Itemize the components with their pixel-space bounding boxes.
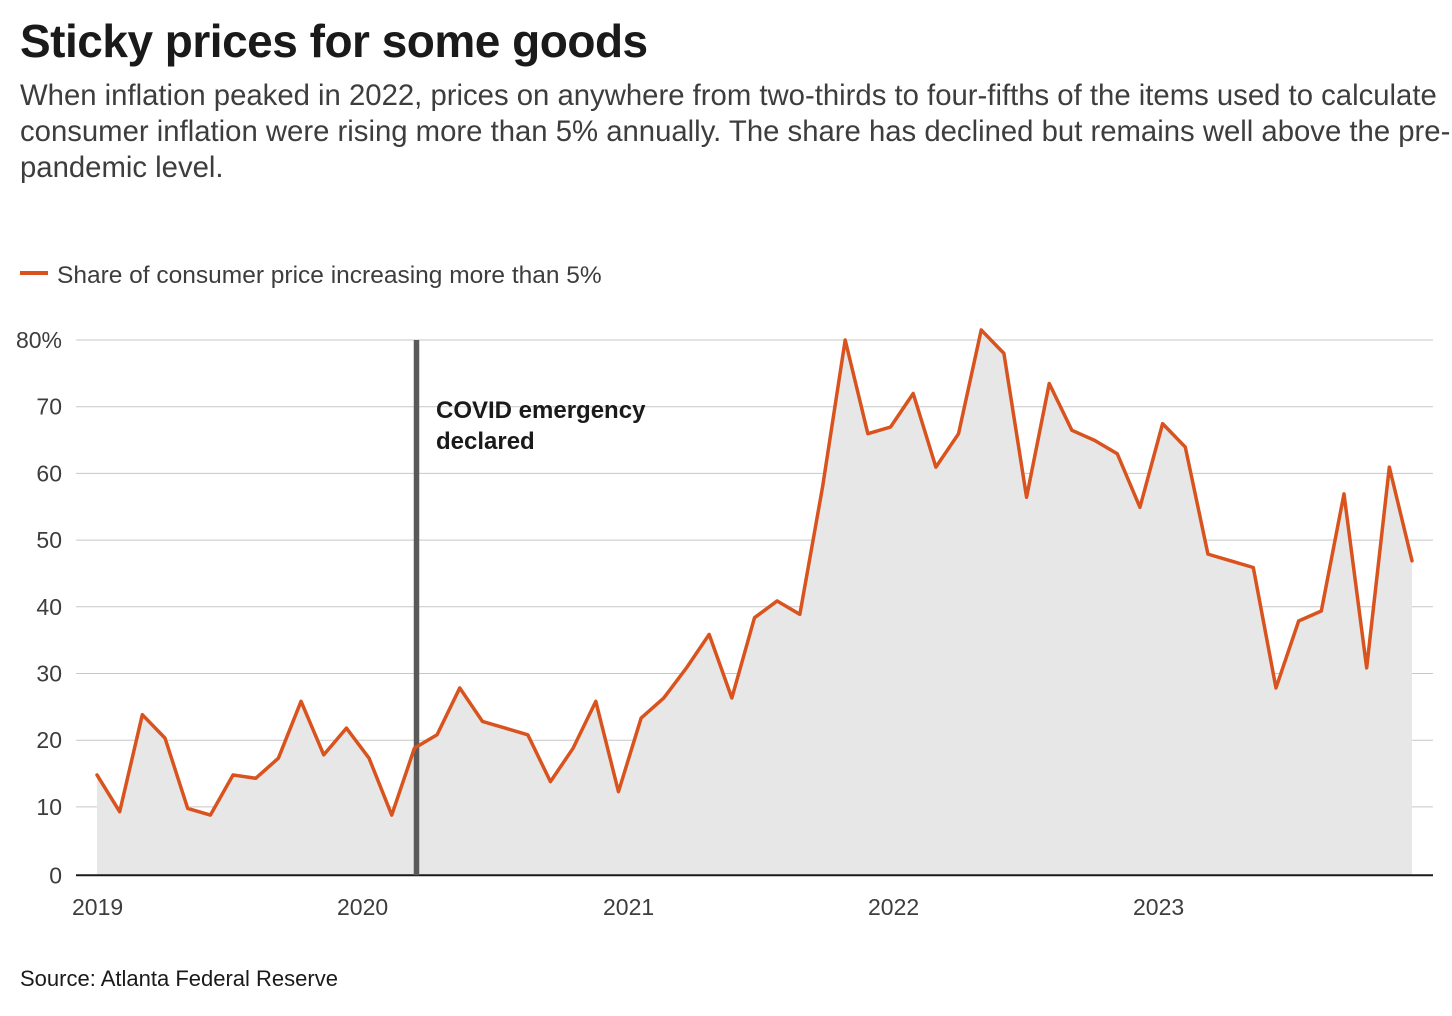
svg-text:20: 20 <box>36 727 62 753</box>
svg-text:2022: 2022 <box>868 894 919 920</box>
svg-text:80%: 80% <box>16 327 62 353</box>
svg-text:COVID emergency: COVID emergency <box>436 397 646 424</box>
svg-text:2019: 2019 <box>72 894 123 920</box>
svg-text:10: 10 <box>36 794 62 820</box>
svg-text:40: 40 <box>36 594 62 620</box>
svg-text:60: 60 <box>36 460 62 486</box>
svg-text:70: 70 <box>36 394 62 420</box>
svg-text:2023: 2023 <box>1133 894 1184 920</box>
svg-text:2021: 2021 <box>603 894 654 920</box>
svg-text:50: 50 <box>36 527 62 553</box>
svg-text:declared: declared <box>436 428 535 455</box>
svg-text:2020: 2020 <box>337 894 388 920</box>
svg-text:0: 0 <box>49 862 62 888</box>
svg-text:30: 30 <box>36 661 62 687</box>
